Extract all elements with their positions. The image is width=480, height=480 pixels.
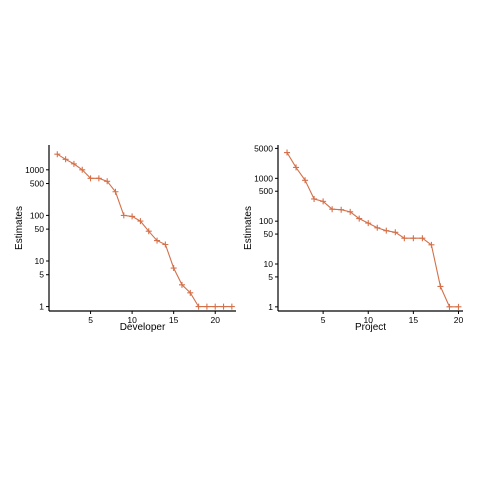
data-point-marker bbox=[356, 215, 363, 222]
series-line bbox=[57, 153, 232, 308]
data-point-marker bbox=[293, 164, 300, 171]
data-point-marker bbox=[428, 241, 435, 248]
x-tick-label: 5 bbox=[321, 315, 326, 325]
data-point-marker bbox=[374, 224, 381, 231]
x-axis-title: Developer bbox=[120, 322, 166, 333]
data-point-marker bbox=[401, 235, 408, 242]
y-tick-label: 50 bbox=[35, 224, 45, 234]
x-tick-label: 15 bbox=[409, 315, 419, 325]
data-point-marker bbox=[137, 218, 144, 225]
data-point-marker bbox=[220, 303, 227, 310]
data-point-marker bbox=[347, 208, 354, 215]
data-point-marker bbox=[203, 303, 210, 310]
y-tick-label: 5000 bbox=[254, 143, 273, 153]
x-tick-label: 5 bbox=[88, 315, 93, 325]
data-point-marker bbox=[437, 283, 444, 290]
data-point-marker bbox=[154, 237, 161, 244]
data-point-marker bbox=[329, 206, 336, 213]
x-tick-label: 10 bbox=[364, 315, 374, 325]
data-point-marker bbox=[170, 265, 177, 272]
data-point-marker bbox=[95, 175, 102, 182]
x-axis-title: Project bbox=[355, 322, 386, 333]
data-point-marker bbox=[320, 198, 327, 205]
y-tick-label: 1000 bbox=[254, 173, 273, 183]
y-axis-title: Estimates bbox=[14, 206, 25, 250]
data-point-marker bbox=[284, 149, 291, 156]
data-point-marker bbox=[120, 212, 127, 219]
data-point-marker bbox=[195, 303, 202, 310]
x-tick-label: 15 bbox=[169, 315, 179, 325]
data-point-marker bbox=[54, 151, 61, 158]
data-point-marker bbox=[129, 213, 136, 220]
y-tick-label: 50 bbox=[264, 229, 274, 239]
data-point-marker bbox=[228, 303, 235, 310]
y-tick-label: 5 bbox=[39, 270, 44, 280]
series-line bbox=[286, 152, 459, 308]
data-point-marker bbox=[62, 156, 69, 163]
y-tick-label: 500 bbox=[259, 186, 273, 196]
y-tick-label: 1000 bbox=[25, 165, 44, 175]
data-point-marker bbox=[338, 206, 345, 213]
y-tick-label: 10 bbox=[264, 259, 274, 269]
data-point-marker bbox=[365, 220, 372, 227]
data-point-marker bbox=[104, 178, 111, 185]
data-point-marker bbox=[145, 228, 152, 235]
y-tick-label: 100 bbox=[30, 210, 44, 220]
developer-estimates-chart: 5 10 15 201510501005001000DeveloperEstimate… bbox=[14, 145, 236, 333]
data-point-marker bbox=[383, 227, 390, 234]
data-point-marker bbox=[178, 281, 185, 288]
x-tick-label: 20 bbox=[454, 315, 464, 325]
y-tick-label: 5 bbox=[268, 272, 273, 282]
y-tick-label: 1 bbox=[39, 302, 44, 312]
data-point-marker bbox=[410, 235, 417, 242]
data-point-marker bbox=[392, 229, 399, 236]
y-axis-title: Estimates bbox=[243, 206, 254, 250]
data-point-marker bbox=[302, 177, 309, 184]
data-point-marker bbox=[162, 241, 169, 248]
data-point-marker bbox=[87, 175, 94, 182]
data-point-marker bbox=[187, 289, 194, 296]
data-point-marker bbox=[70, 160, 77, 167]
data-point-marker bbox=[446, 303, 453, 310]
data-point-marker bbox=[212, 303, 219, 310]
x-tick-label: 20 bbox=[210, 315, 220, 325]
y-tick-label: 10 bbox=[35, 256, 45, 266]
data-point-marker bbox=[455, 303, 462, 310]
y-tick-label: 100 bbox=[259, 216, 273, 226]
project-estimates-chart: 5 10 15 2015105010050010005000ProjectEstima… bbox=[243, 143, 463, 333]
data-point-marker bbox=[419, 235, 426, 242]
y-tick-label: 500 bbox=[30, 179, 44, 189]
data-point-marker bbox=[79, 166, 86, 173]
data-point-marker bbox=[112, 188, 119, 195]
y-tick-label: 1 bbox=[268, 302, 273, 312]
data-point-marker bbox=[311, 195, 318, 202]
x-tick-label: 10 bbox=[127, 315, 137, 325]
